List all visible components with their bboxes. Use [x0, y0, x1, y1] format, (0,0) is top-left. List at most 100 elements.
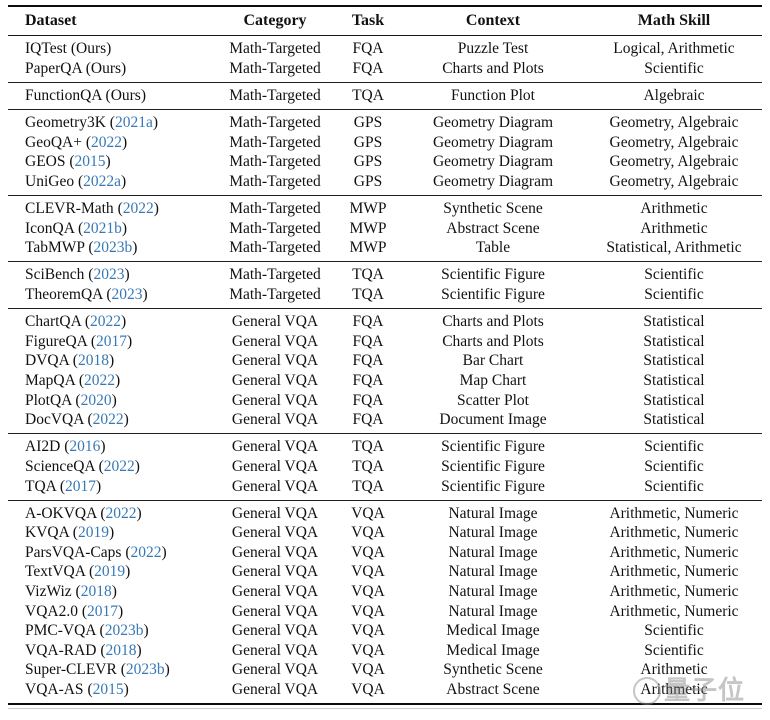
open-paren: ( [72, 524, 78, 542]
category-cell: General VQA [231, 583, 319, 601]
citation-year-link[interactable]: 2015 [74, 153, 106, 171]
citation-year-link[interactable]: 2022 [105, 504, 137, 522]
citation-year-link[interactable]: 2017 [87, 602, 119, 620]
datasets-table: Dataset Category Task Context Math Skill… [8, 5, 762, 706]
citation-year-link[interactable]: 2023b [93, 239, 133, 257]
citation-year-link[interactable]: 2015 [92, 681, 124, 699]
open-paren: ( [85, 59, 91, 77]
header-row: Dataset Category Task Context Math Skill [8, 6, 762, 36]
dataset-name: FunctionQA [25, 86, 102, 104]
citation-year-link[interactable]: 2019 [94, 563, 126, 581]
dataset-name: VQA-AS [25, 681, 84, 699]
table-group: AI2D (2016) General VQA TQA Scientific Figu… [8, 433, 762, 500]
dataset-cell: VQA-RAD (2018) [8, 641, 214, 661]
citation-year-link[interactable]: 2022 [90, 313, 122, 331]
dataset-cell: Geometry3K (2021a) [8, 109, 214, 132]
math-skill-cell: Arithmetic [640, 200, 708, 218]
category-cell: General VQA [231, 371, 319, 389]
category-cell: General VQA [231, 543, 319, 561]
citation-year-link[interactable]: 2023 [93, 266, 125, 284]
dataset-name: TQA [25, 477, 56, 495]
citation-year-link[interactable]: 2023b [125, 661, 165, 679]
table-row: PMC-VQA (2023b) General VQA VQA Medical Ima… [8, 621, 762, 641]
citation-year-link[interactable]: 2022 [92, 411, 124, 429]
citation-year-link[interactable]: 2023 [111, 286, 143, 304]
dataset-name: CLEVR-Math [25, 200, 114, 218]
citation-year-link[interactable]: 2022a [83, 172, 122, 190]
task-cell: FQA [352, 59, 384, 77]
category-cell: General VQA [231, 622, 319, 640]
category-cell: General VQA [231, 602, 319, 620]
category-cell: General VQA [231, 681, 319, 699]
citation-year-link[interactable]: 2017 [96, 332, 128, 350]
close-paren: ) [118, 602, 124, 620]
citation-year-link[interactable]: 2018 [77, 352, 109, 370]
task-cell: VQA [351, 543, 385, 561]
dataset-cell: KVQA (2019) [8, 523, 214, 543]
citation-year-link[interactable]: 2019 [77, 524, 109, 542]
citation-year-link[interactable]: 2016 [69, 438, 101, 456]
dataset-name: VQA2.0 [25, 602, 78, 620]
open-paren: ( [88, 239, 94, 257]
open-paren: ( [85, 133, 91, 151]
citation-year-link[interactable]: 2022 [122, 200, 154, 218]
citation-year-link[interactable]: 2018 [105, 641, 137, 659]
citation-year-link[interactable]: 2017 [65, 477, 97, 495]
column-header-task: Task [351, 12, 385, 29]
citation-year-link[interactable]: 2018 [80, 583, 112, 601]
citation-ours-label: Ours [110, 86, 141, 104]
dataset-name: VQA-RAD [25, 641, 97, 659]
math-skill-cell: Statistical [643, 411, 705, 429]
dataset-cell: PaperQA (Ours) [8, 59, 214, 82]
math-skill-cell: Logical, Arithmetic [613, 40, 735, 58]
close-paren: ) [108, 352, 115, 370]
citation-year-link[interactable]: 2023b [104, 622, 144, 640]
math-skill-cell: Scientific [644, 477, 704, 495]
open-paren: ( [64, 438, 70, 456]
dataset-name: PlotQA [25, 391, 72, 409]
context-cell: Puzzle Test [457, 40, 529, 58]
category-cell: General VQA [231, 524, 319, 542]
citation-year-link[interactable]: 2022 [84, 371, 115, 389]
table-row: TheoremQA (2023) Math-Targeted TQA Scientif… [8, 285, 762, 308]
math-skill-cell: Scientific [644, 266, 704, 284]
context-cell: Function Plot [451, 86, 535, 104]
context-cell: Charts and Plots [442, 313, 544, 331]
close-paren: ) [121, 172, 127, 190]
open-paren: ( [99, 622, 105, 640]
context-cell: Abstract Scene [446, 681, 540, 699]
close-paren: ) [106, 40, 112, 58]
citation-year-link[interactable]: 2022 [91, 133, 122, 151]
category-cell: General VQA [231, 411, 319, 429]
table-row: VQA-AS (2015) General VQA VQA Abstract Scen… [8, 680, 762, 704]
table-row: FigureQA (2017) General VQA FQA Charts and … [8, 332, 762, 352]
dataset-name: UniGeo [25, 172, 75, 190]
close-paren: ) [96, 477, 102, 495]
close-paren: ) [111, 391, 117, 409]
math-skill-cell: Arithmetic, Numeric [609, 524, 739, 542]
close-paren: ) [125, 563, 131, 581]
citation-year-link[interactable]: 2021b [83, 219, 122, 237]
dataset-cell: IconQA (2021b) [8, 219, 214, 239]
dataset-name: ParsVQA-Caps [25, 543, 122, 561]
citation-year-link[interactable]: 2022 [130, 543, 162, 561]
dataset-cell: IQTest (Ours) [8, 36, 214, 59]
open-paren: ( [77, 172, 84, 190]
math-skill-cell: Arithmetic, Numeric [609, 543, 739, 561]
dataset-cell: CLEVR-Math (2022) [8, 195, 214, 218]
column-header-context: Context [465, 12, 521, 29]
citation-year-link[interactable]: 2020 [80, 391, 112, 409]
dataset-name: ScienceQA [25, 457, 95, 475]
citation-year-link[interactable]: 2021a [114, 114, 153, 132]
dataset-cell: GeoQA+ (2022) [8, 133, 214, 153]
citation-year-link[interactable]: 2022 [103, 457, 135, 475]
dataset-cell: VizWiz (2018) [8, 582, 214, 602]
table-header: Dataset Category Task Context Math Skill [8, 6, 762, 36]
task-cell: TQA [352, 286, 384, 304]
close-paren: ) [143, 622, 149, 640]
category-cell: General VQA [231, 352, 319, 370]
task-cell: VQA [351, 681, 385, 699]
close-paren: ) [123, 681, 129, 699]
context-cell: Scientific Figure [441, 286, 545, 304]
task-cell: MWP [349, 200, 387, 218]
